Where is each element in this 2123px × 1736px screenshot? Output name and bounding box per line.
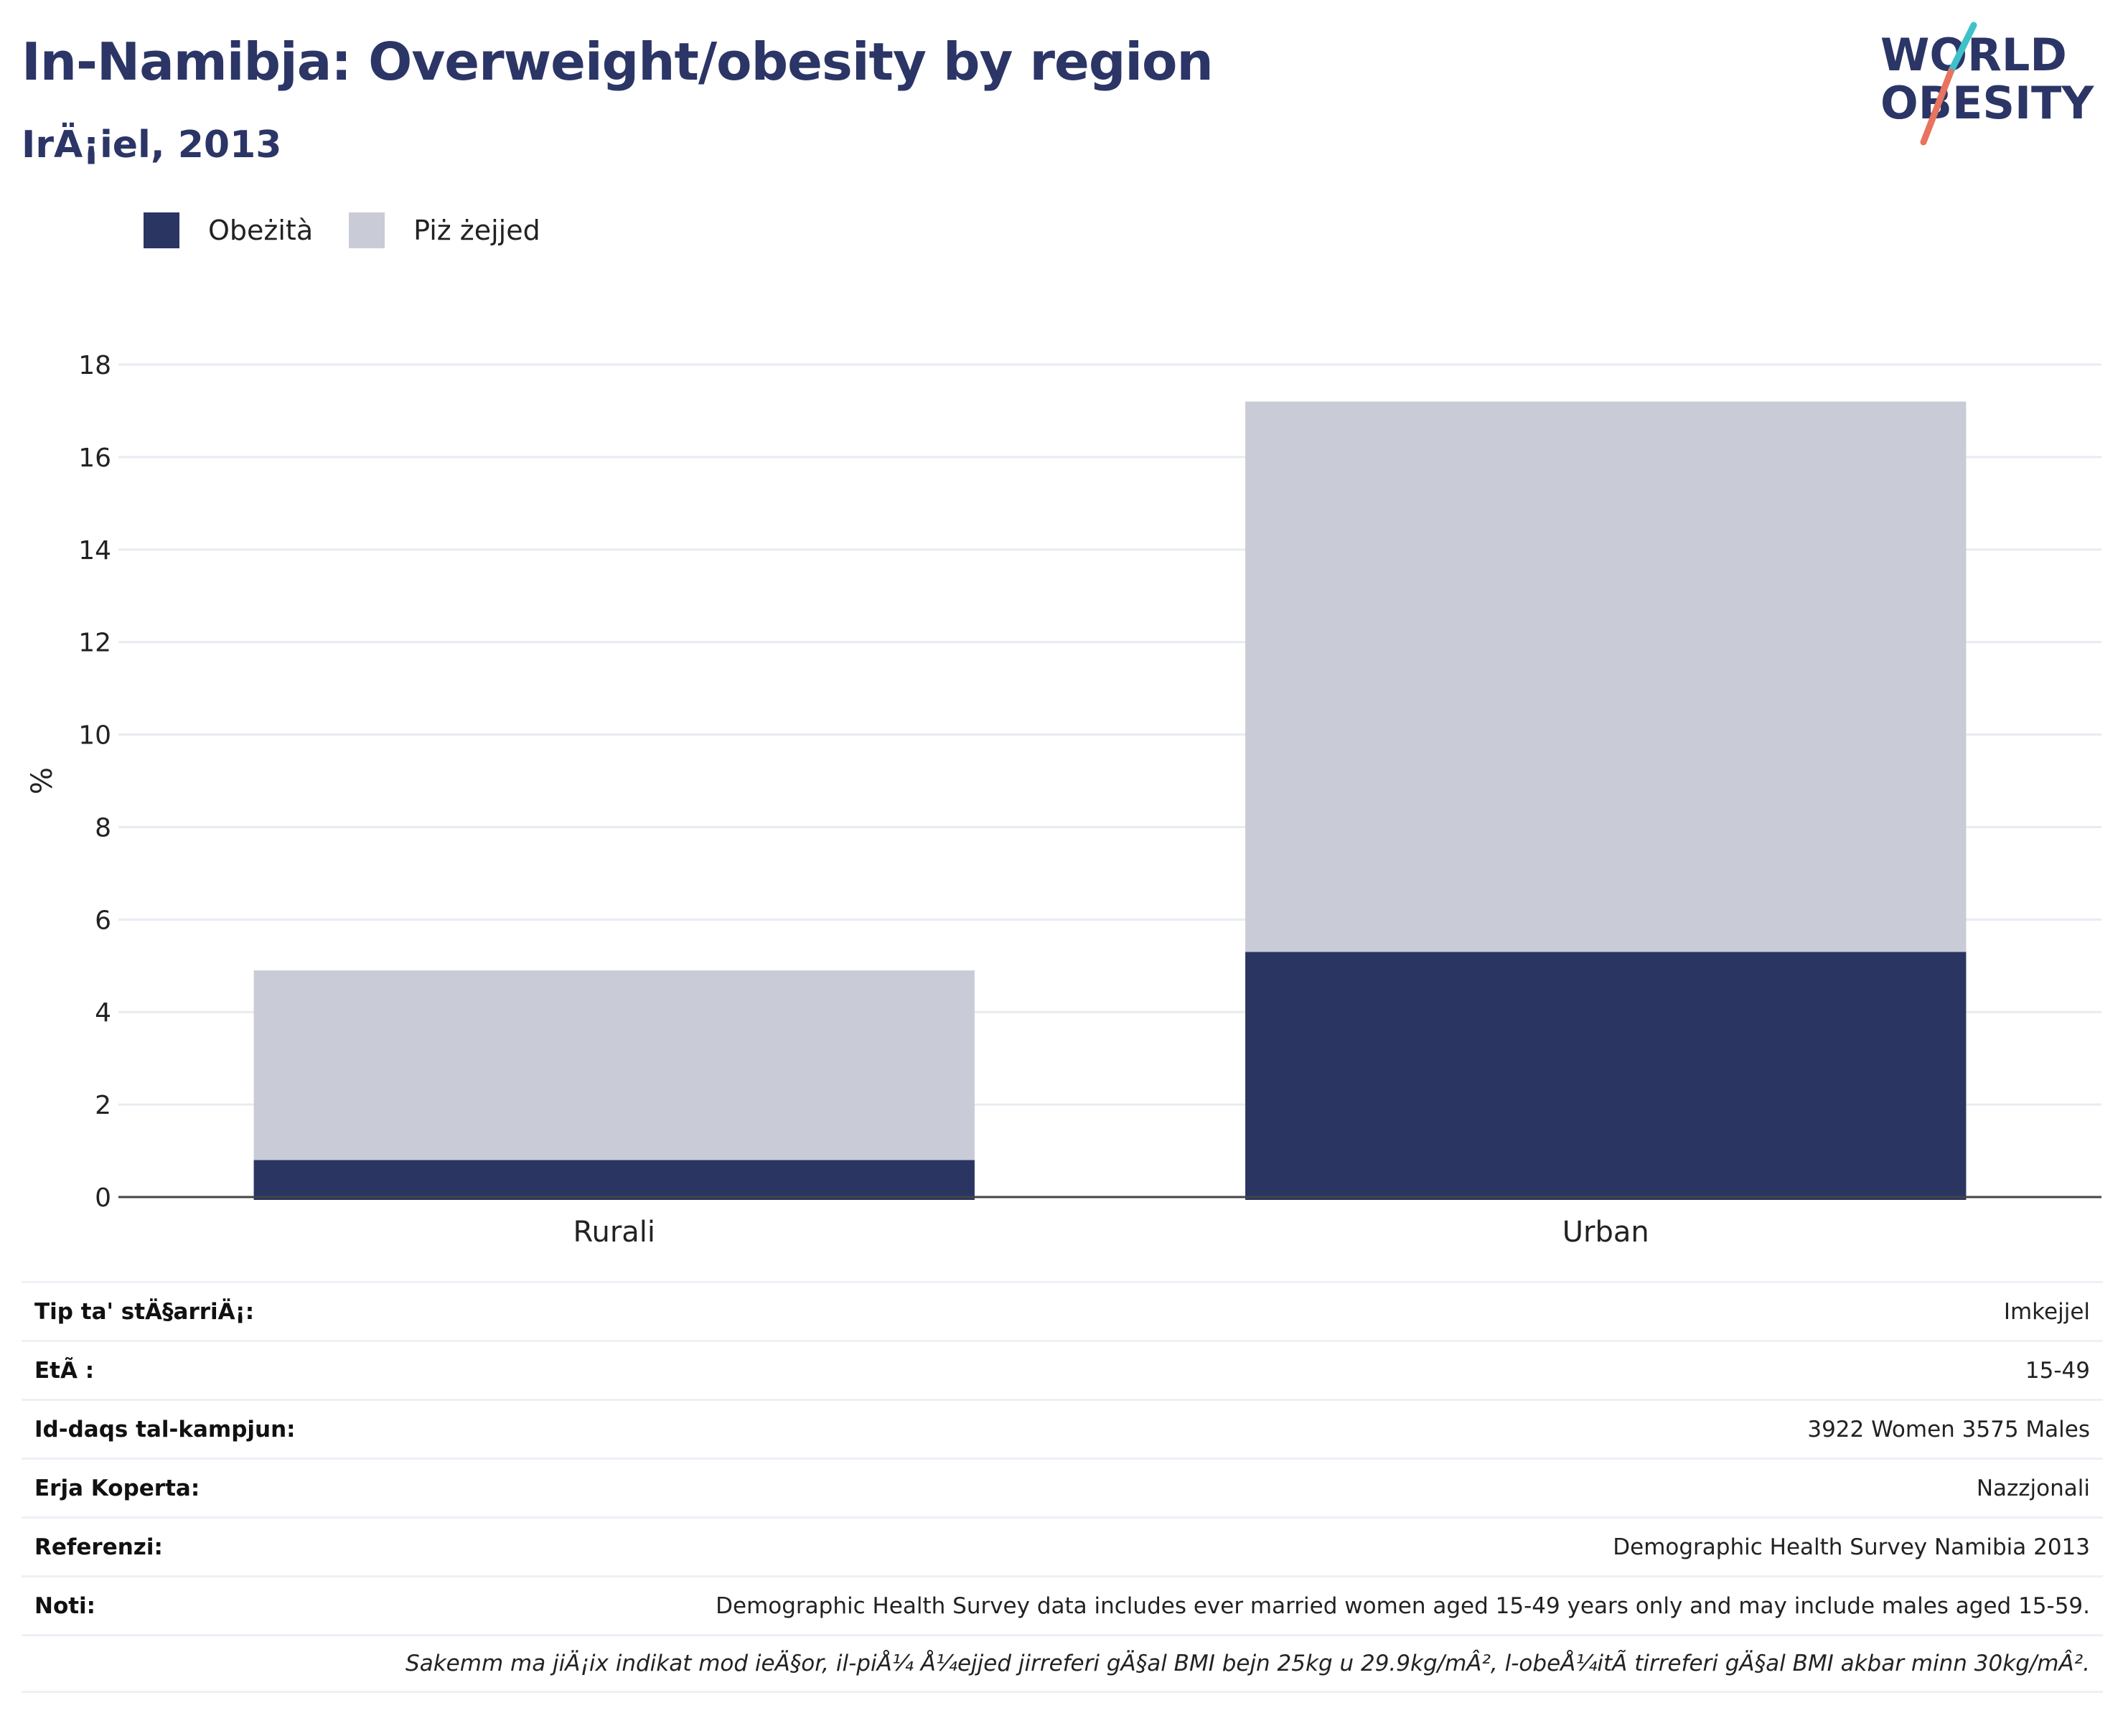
meta-label: Tip ta' stÄ§arriÄ¡: [34, 1298, 255, 1325]
x-tick-label: Urban [1562, 1216, 1649, 1249]
logo-line2: OBESITY [1880, 77, 2094, 129]
meta-row-area: Erja Koperta: Nazzjonali [22, 1458, 2103, 1516]
legend-item-obesity[interactable]: Obeżità [144, 212, 313, 248]
metadata-table: Tip ta' stÄ§arriÄ¡: Imkejjel EtÃ : 15-49… [22, 1281, 2103, 1693]
bar-chart: 0 2 4 6 8 10 12 14 16 18% Rurali Urban [26, 351, 2101, 1249]
legend-swatch-overweight [349, 212, 385, 248]
chart-title: In-Namibja: Overweight/obesity by region [22, 32, 1214, 92]
y-tick-label: 0 [95, 1183, 111, 1213]
x-tick-label: Rurali [573, 1216, 655, 1249]
y-axis-label: % [26, 767, 59, 794]
meta-row-type: Tip ta' stÄ§arriÄ¡: Imkejjel [22, 1281, 2103, 1340]
world-obesity-logo: WORLD OBESITY [1880, 22, 2094, 146]
bar-segment-obesity [1245, 952, 1967, 1200]
meta-footnote: Sakemm ma jiÄ¡ix indikat mod ieÄ§or, il-… [406, 1651, 2090, 1676]
y-tick-label: 2 [95, 1091, 111, 1120]
meta-row-notes: Noti: Demographic Health Survey data inc… [22, 1575, 2103, 1634]
legend-swatch-obesity [144, 212, 179, 248]
legend-label-obesity: Obeżità [208, 215, 314, 246]
legend-label-overweight: Piż żejjed [413, 215, 540, 246]
meta-label: Id-daqs tal-kampjun: [34, 1416, 296, 1442]
y-tick-label: 12 [78, 629, 111, 658]
y-tick-label: 18 [78, 351, 111, 380]
y-tick-label: 14 [78, 536, 111, 566]
logo-slash-teal [1947, 22, 1977, 75]
meta-value: Nazzjonali [1976, 1475, 2090, 1501]
bar-segment-obesity [253, 1160, 975, 1200]
y-tick-label: 10 [78, 721, 111, 751]
y-tick-label: 16 [78, 444, 111, 473]
chart-legend: Obeżità Piż żejjed [144, 212, 576, 248]
meta-value: Demographic Health Survey data includes … [716, 1592, 2090, 1619]
meta-label: EtÃ : [34, 1357, 95, 1384]
y-tick-label: 8 [95, 813, 111, 843]
bar-segment-overweight [1245, 401, 1967, 952]
meta-value: Demographic Health Survey Namibia 2013 [1613, 1534, 2090, 1560]
meta-value: 15-49 [2025, 1357, 2090, 1384]
meta-row-sample-size: Id-daqs tal-kampjun: 3922 Women 3575 Mal… [22, 1399, 2103, 1458]
meta-value: Imkejjel [2003, 1298, 2090, 1325]
meta-row-references: Referenzi: Demographic Health Survey Nam… [22, 1516, 2103, 1575]
meta-label: Erja Koperta: [34, 1475, 200, 1501]
legend-item-overweight[interactable]: Piż żejjed [349, 212, 540, 248]
meta-label: Noti: [34, 1592, 96, 1619]
y-tick-label: 4 [95, 998, 111, 1028]
meta-label: Referenzi: [34, 1534, 163, 1560]
logo-line1: WORLD [1880, 29, 2067, 81]
meta-value: 3922 Women 3575 Males [1807, 1416, 2090, 1442]
bar-segment-overweight [253, 970, 975, 1160]
chart-subtitle: IrÄ¡iel, 2013 [22, 123, 282, 166]
meta-row-age: EtÃ : 15-49 [22, 1340, 2103, 1399]
meta-row-footnote: Sakemm ma jiÄ¡ix indikat mod ieÄ§or, il-… [22, 1634, 2103, 1693]
y-tick-label: 6 [95, 906, 111, 935]
logo-slash-coral [1920, 68, 1954, 146]
